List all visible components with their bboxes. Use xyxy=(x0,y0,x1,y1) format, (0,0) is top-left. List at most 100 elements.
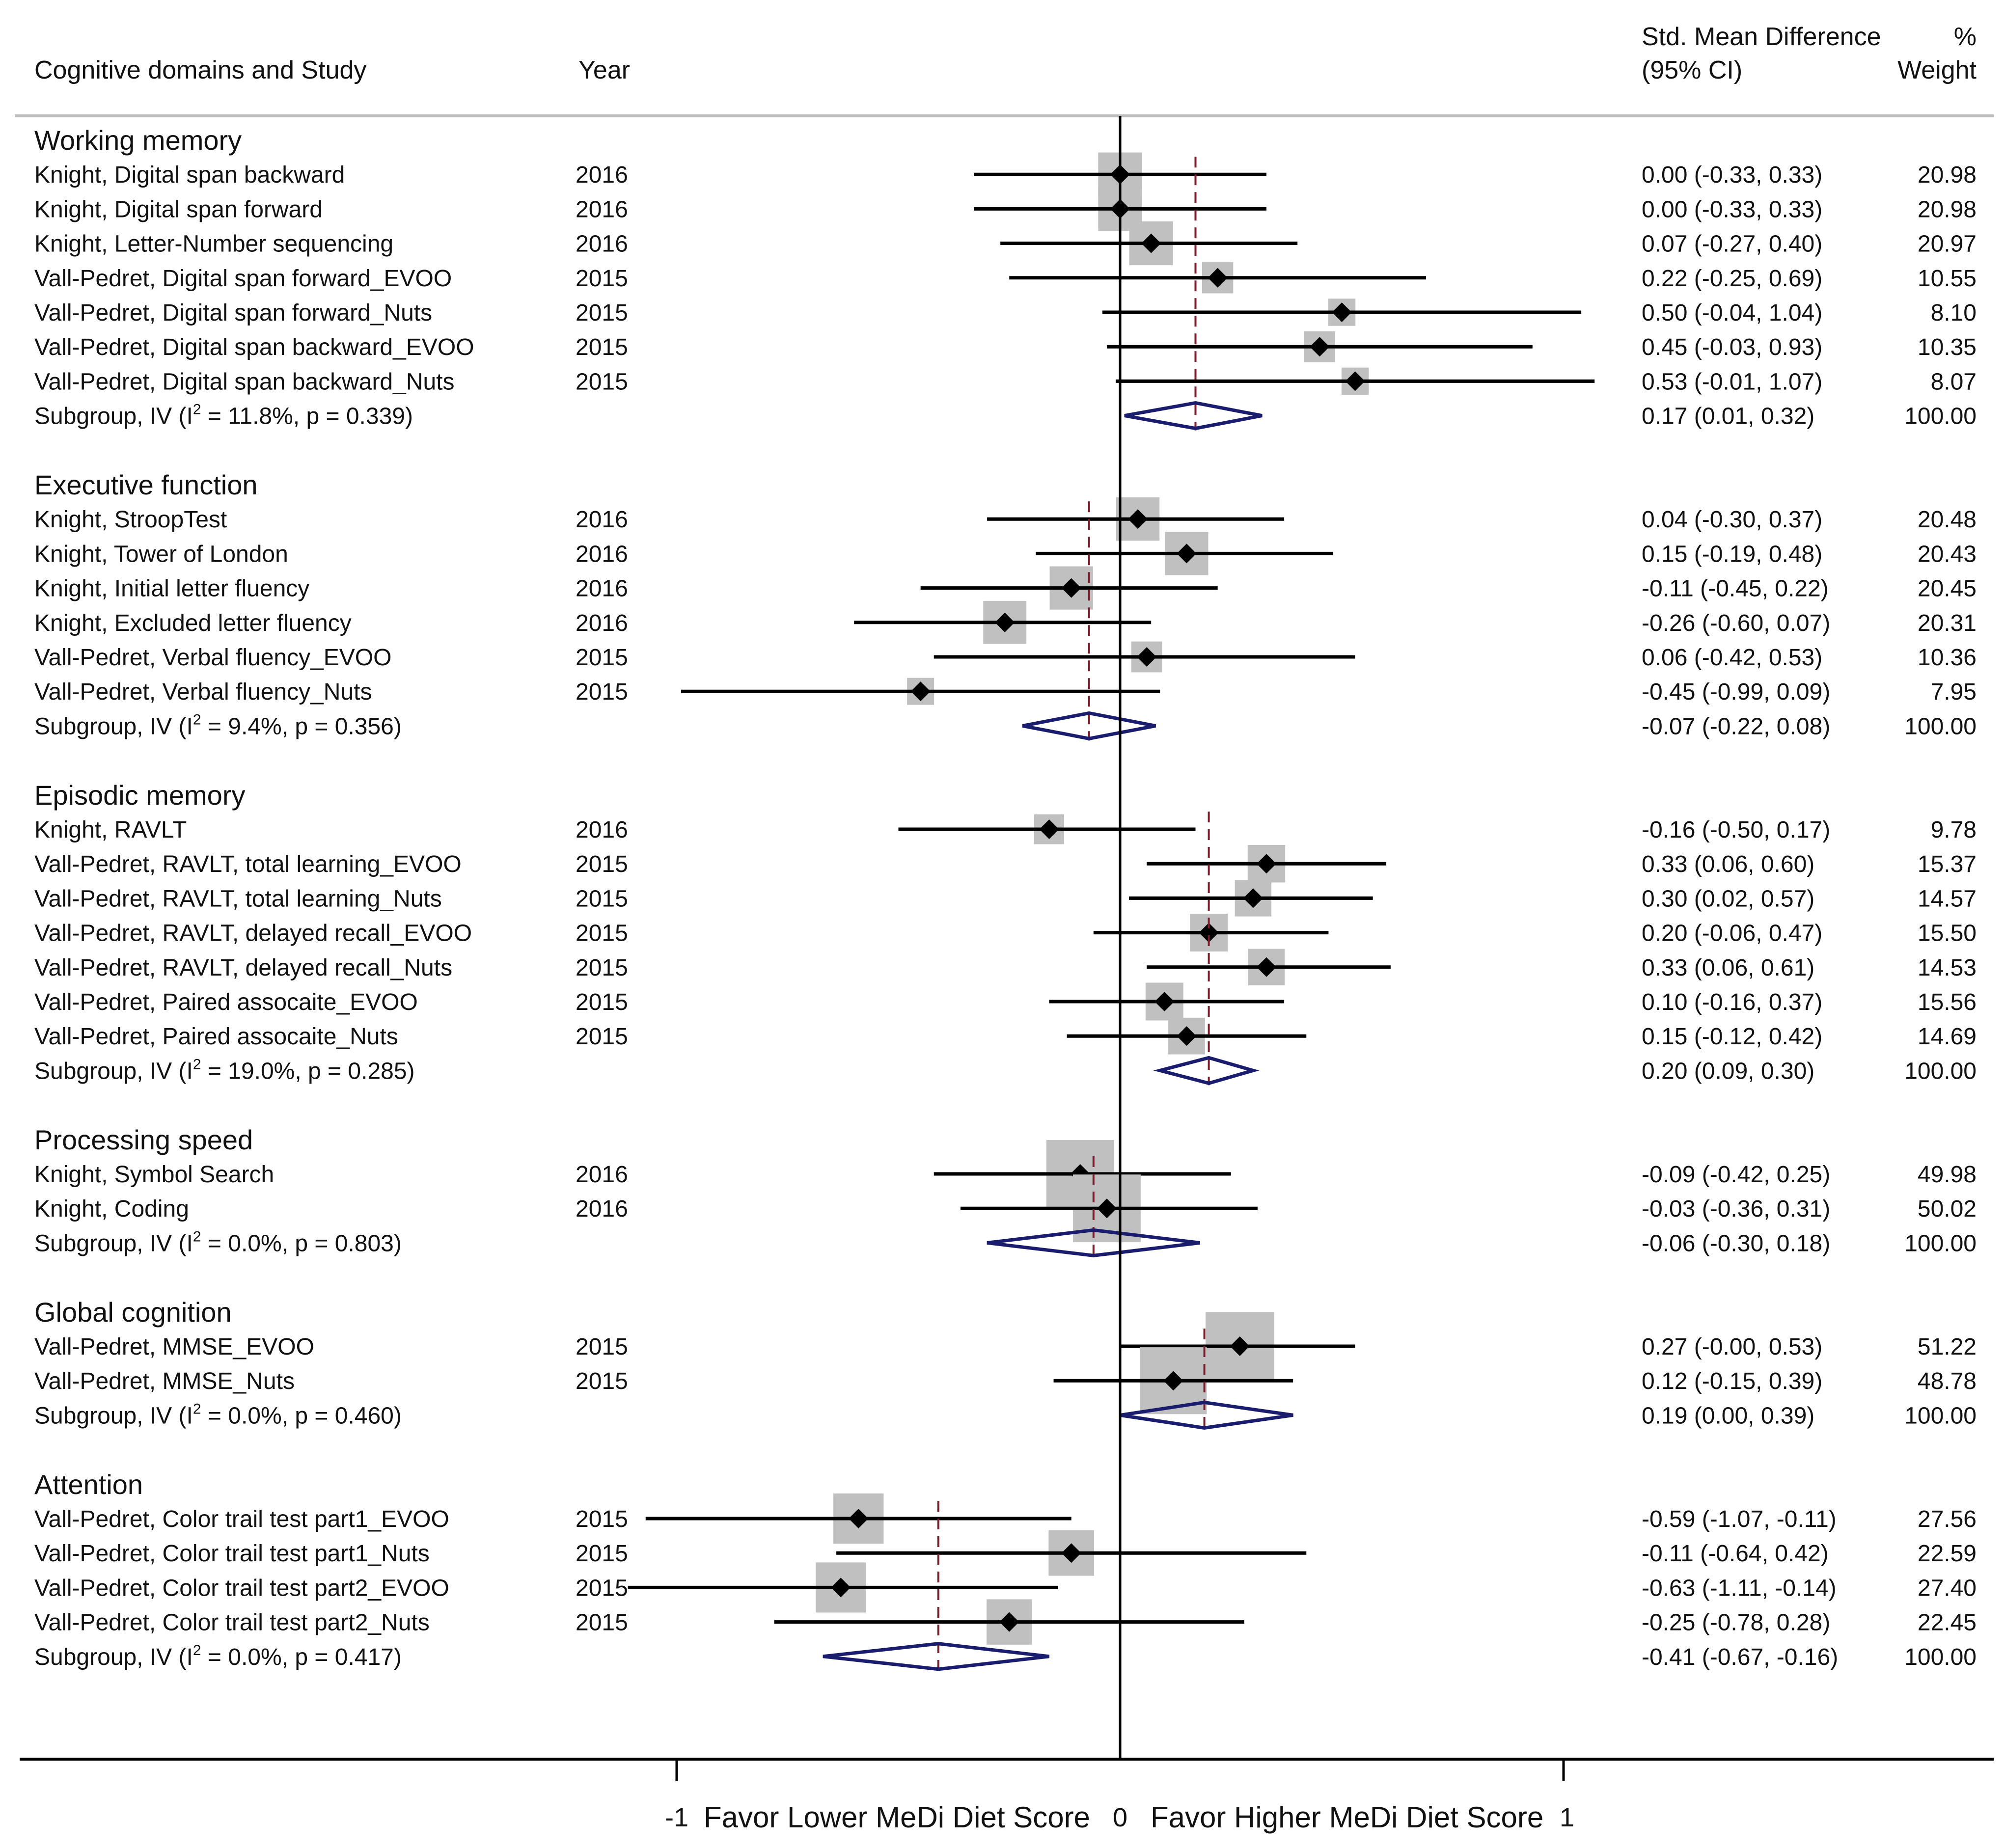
header-weight-line2: Weight xyxy=(1897,56,1977,84)
subgroup-label-post: = 19.0%, p = 0.285) xyxy=(201,1058,415,1084)
group-heading: Global cognition xyxy=(34,1297,232,1328)
table-header: Cognitive domains and Study Year Std. Me… xyxy=(34,23,1977,84)
subgroup-label: Subgroup, IV (I2 = 19.0%, p = 0.285) xyxy=(34,1056,415,1084)
point-estimate xyxy=(999,1612,1019,1632)
group-heading: Executive function xyxy=(34,469,257,500)
point-estimate xyxy=(1177,1026,1197,1046)
study-weight: 8.10 xyxy=(1931,300,1977,326)
study-year: 2015 xyxy=(576,955,628,981)
subgroup-weight: 100.00 xyxy=(1904,1230,1977,1256)
study-ci-text: 0.27 (-0.00, 0.53) xyxy=(1642,1334,1822,1360)
point-estimate xyxy=(1177,544,1197,564)
subgroup-ci-text: 0.17 (0.01, 0.32) xyxy=(1642,404,1814,430)
study-label: Knight, Digital span backward xyxy=(34,162,345,188)
study-label: Vall-Pedret, Color trail test part1_Nuts xyxy=(34,1541,430,1567)
study-label: Vall-Pedret, Color trail test part2_Nuts xyxy=(34,1610,430,1636)
header-weight-line1: % xyxy=(1954,23,1977,51)
study-row: Vall-Pedret, Verbal fluency_EVOO 2015 0.06… xyxy=(34,641,1977,673)
subgroup-4: Global cognition Vall-Pedret, MMSE_EVOO 20… xyxy=(34,1297,1977,1430)
study-row: Knight, Coding 2016 -0.03 (-0.36, 0.31) 50.… xyxy=(34,1174,1977,1243)
study-ci-text: 0.06 (-0.42, 0.53) xyxy=(1642,645,1822,671)
point-estimate xyxy=(1243,888,1263,908)
point-estimate xyxy=(1230,1336,1250,1356)
study-ci-text: -0.26 (-0.60, 0.07) xyxy=(1642,610,1830,636)
study-weight: 27.56 xyxy=(1918,1506,1977,1532)
study-row: Vall-Pedret, MMSE_EVOO 2015 0.27 (-0.00, 0… xyxy=(34,1312,1977,1381)
study-year: 2016 xyxy=(576,196,628,222)
study-year: 2015 xyxy=(576,989,628,1015)
study-year: 2016 xyxy=(576,231,628,257)
subgroup-diamond xyxy=(823,1642,1049,1671)
study-ci-text: 0.00 (-0.33, 0.33) xyxy=(1642,162,1822,188)
study-row: Vall-Pedret, Color trail test part2_Nuts… xyxy=(34,1599,1977,1645)
study-label: Vall-Pedret, MMSE_EVOO xyxy=(34,1334,314,1360)
study-row: Knight, Letter-Number sequencing 2016 0.07… xyxy=(34,221,1977,266)
subgroup-weight: 100.00 xyxy=(1904,1403,1977,1429)
study-weight: 51.22 xyxy=(1918,1334,1977,1360)
point-estimate xyxy=(1061,1543,1081,1563)
subgroup-weight: 100.00 xyxy=(1904,404,1977,430)
axis-tick-label-zero: 0 xyxy=(1113,1803,1127,1832)
study-weight: 15.56 xyxy=(1918,989,1977,1015)
point-estimate xyxy=(1199,923,1219,943)
study-ci-text: -0.63 (-1.11, -0.14) xyxy=(1642,1575,1837,1601)
study-label: Vall-Pedret, Verbal fluency_EVOO xyxy=(34,645,391,671)
study-ci-text: 0.15 (-0.12, 0.42) xyxy=(1642,1024,1822,1050)
subgroup-label: Subgroup, IV (I2 = 0.0%, p = 0.460) xyxy=(34,1401,402,1429)
study-ci-text: -0.59 (-1.07, -0.11) xyxy=(1642,1506,1837,1532)
subgroup-label-post: = 11.8%, p = 0.339) xyxy=(201,404,413,430)
subgroup-label-post: = 9.4%, p = 0.356) xyxy=(201,713,402,739)
study-weight: 9.78 xyxy=(1931,817,1977,843)
study-ci-text: -0.03 (-0.36, 0.31) xyxy=(1642,1196,1830,1222)
point-estimate xyxy=(1208,268,1228,288)
study-year: 2015 xyxy=(576,1334,628,1360)
subgroup-label-post: = 0.0%, p = 0.417) xyxy=(201,1644,402,1670)
study-year: 2016 xyxy=(576,576,628,602)
subgroup-label-pre: Subgroup, IV (I xyxy=(34,1403,193,1429)
study-row: Knight, StroopTest 2016 0.04 (-0.30, 0.37)… xyxy=(34,497,1977,541)
study-row: Vall-Pedret, Color trail test part1_EVOO… xyxy=(34,1493,1977,1544)
subgroup-label-pre: Subgroup, IV (I xyxy=(34,1230,193,1256)
subgroup-summary-row: Subgroup, IV (I2 = 11.8%, p = 0.339) 0.17… xyxy=(34,157,1977,431)
study-ci-text: 0.00 (-0.33, 0.33) xyxy=(1642,196,1822,222)
study-year: 2015 xyxy=(576,679,628,705)
subgroup-ci-text: -0.07 (-0.22, 0.08) xyxy=(1642,713,1830,739)
study-ci-text: 0.53 (-0.01, 1.07) xyxy=(1642,369,1822,395)
study-weight: 20.48 xyxy=(1918,507,1977,533)
study-row: Vall-Pedret, Digital span backward_Nuts 2… xyxy=(34,367,1977,395)
study-weight: 48.78 xyxy=(1918,1368,1977,1394)
study-weight: 15.37 xyxy=(1918,851,1977,877)
study-year: 2016 xyxy=(576,817,628,843)
subgroup-diamond xyxy=(1124,401,1263,431)
study-year: 2015 xyxy=(576,266,628,292)
study-year: 2015 xyxy=(576,334,628,360)
study-weight: 20.98 xyxy=(1918,196,1977,222)
study-row: Vall-Pedret, RAVLT, total learning_EVOO 2… xyxy=(34,844,1977,883)
subgroup-label: Subgroup, IV (I2 = 11.8%, p = 0.339) xyxy=(34,402,413,430)
study-row: Vall-Pedret, Digital span forward_EVOO 20… xyxy=(34,262,1977,294)
study-row: Knight, RAVLT 2016 -0.16 (-0.50, 0.17) 9.78 xyxy=(34,814,1977,844)
study-label: Vall-Pedret, Color trail test part2_EVOO xyxy=(34,1575,449,1601)
study-label: Knight, Initial letter fluency xyxy=(34,576,309,602)
study-ci-text: 0.12 (-0.15, 0.39) xyxy=(1642,1368,1822,1394)
study-ci-text: 0.50 (-0.04, 1.04) xyxy=(1642,300,1822,326)
axis-label-right: Favor Higher MeDi Diet Score xyxy=(1151,1801,1543,1834)
superscript-two: 2 xyxy=(193,1642,201,1658)
subgroup-summary-row: Subgroup, IV (I2 = 0.0%, p = 0.417) -0.41… xyxy=(34,1501,1977,1671)
subgroup-label: Subgroup, IV (I2 = 9.4%, p = 0.356) xyxy=(34,711,402,739)
study-year: 2015 xyxy=(576,1368,628,1394)
point-estimate xyxy=(1256,854,1276,874)
study-label: Knight, Digital span forward xyxy=(34,196,323,222)
study-row: Vall-Pedret, Digital span forward_Nuts 20… xyxy=(34,299,1977,326)
study-weight: 20.98 xyxy=(1918,162,1977,188)
point-estimate xyxy=(1141,233,1161,253)
study-ci-text: -0.11 (-0.45, 0.22) xyxy=(1642,576,1829,602)
study-label: Knight, RAVLT xyxy=(34,817,187,843)
study-weight: 20.45 xyxy=(1918,576,1977,602)
study-label: Knight, Symbol Search xyxy=(34,1162,274,1188)
study-weight: 20.43 xyxy=(1918,541,1977,567)
study-year: 2015 xyxy=(576,1506,628,1532)
